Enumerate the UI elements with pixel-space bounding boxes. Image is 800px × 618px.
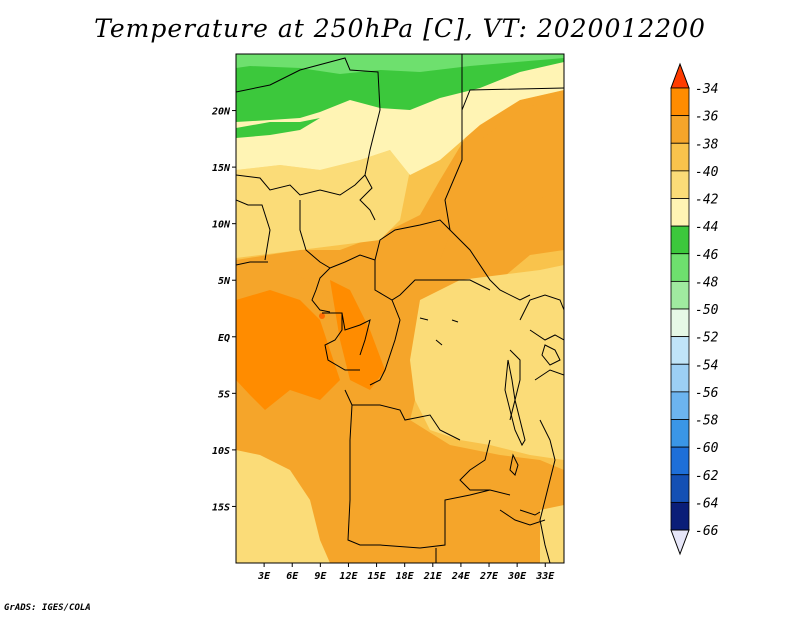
map-frame — [235, 53, 565, 564]
colorbar-swatch — [670, 280, 690, 310]
colorbar-label: -66 — [695, 524, 719, 539]
colorbar-label: -46 — [695, 248, 719, 263]
colorbar-label: -42 — [695, 193, 719, 208]
colorbar-label: -58 — [695, 414, 719, 429]
colorbar-swatch — [670, 115, 690, 144]
colorbar-label: -64 — [695, 496, 718, 511]
lat-label: EQ — [218, 333, 230, 344]
colorbar-top-arrow — [670, 62, 690, 89]
lon-label: 33E — [535, 571, 555, 582]
longitude-axis: 3E 6E 9E 12E 15E 18E 21E 24E 27E 30E 33E — [257, 563, 555, 582]
lon-label: 27E — [479, 571, 499, 582]
colorbar-label: -56 — [695, 386, 719, 401]
colorbar-swatch — [670, 474, 690, 503]
colorbar-label: -36 — [695, 110, 719, 125]
temperature-field — [236, 54, 564, 563]
lon-label: 15E — [368, 571, 387, 582]
lat-label: 10S — [212, 446, 230, 457]
lon-label: 9E — [314, 571, 327, 582]
lat-label: 5N — [218, 276, 231, 287]
lat-label: 20N — [211, 107, 231, 118]
colorbar-label: -34 — [695, 82, 718, 97]
grads-credit: GrADS: IGES/COLA — [4, 603, 91, 613]
colorbar-swatch — [670, 170, 690, 199]
colorbar-swatch — [670, 87, 690, 117]
lakes — [419, 317, 561, 516]
lon-label: 3E — [257, 571, 271, 582]
colorbar-swatch — [670, 419, 690, 448]
colorbar-swatch — [670, 501, 690, 531]
latitude-axis: 20N 15N 10N 5N EQ 5S 10S 15S — [211, 107, 236, 513]
colorbar-swatch — [670, 198, 690, 227]
colorbar-swatch — [670, 336, 690, 365]
colorbar-label: -52 — [695, 331, 719, 346]
lat-label: 10N — [212, 220, 231, 231]
lon-label: 18E — [396, 571, 415, 582]
lat-label: 15S — [212, 502, 230, 513]
colorbar-label: -40 — [695, 165, 719, 180]
colorbar-label: -38 — [695, 137, 719, 152]
lat-label: 15N — [212, 163, 231, 174]
colorbar-swatch — [670, 446, 690, 476]
colorbar-label: -50 — [695, 303, 719, 318]
lon-label: 21E — [423, 571, 443, 582]
lon-label: 6E — [286, 571, 299, 582]
country-borders — [236, 54, 564, 563]
colorbar-label: -44 — [695, 220, 718, 235]
colorbar-label: -48 — [695, 275, 719, 290]
colorbar-swatch — [670, 142, 690, 172]
colorbar-swatch — [670, 225, 690, 255]
lon-label: 30E — [507, 571, 527, 582]
colorbar-swatch — [670, 253, 690, 282]
colorbar-swatch — [670, 391, 690, 420]
colorbar-label: -54 — [695, 358, 718, 373]
colorbar-bottom-arrow — [670, 529, 690, 556]
colorbar-label: -60 — [695, 441, 719, 456]
colorbar-swatch — [670, 308, 690, 338]
lon-label: 24E — [451, 571, 471, 582]
colorbar-swatch — [670, 363, 690, 393]
map-title: Temperature at 250hPa [C], VT: 202001220… — [94, 14, 706, 43]
lon-label: 12E — [339, 571, 358, 582]
lat-label: 5S — [218, 389, 230, 400]
colorbar-label: -62 — [695, 469, 719, 484]
